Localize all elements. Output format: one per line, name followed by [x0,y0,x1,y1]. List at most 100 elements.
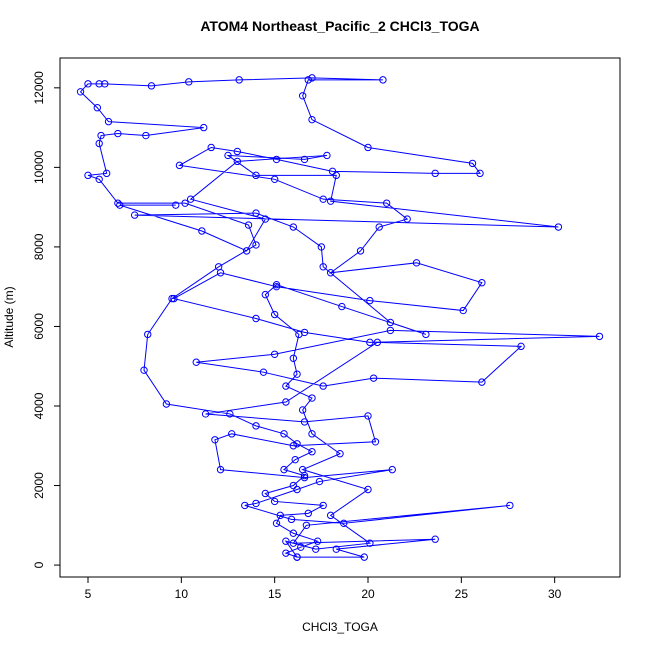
data-point [300,155,309,164]
data-point [382,199,391,207]
data-point [293,440,301,448]
chart-title: ATOM4 Northeast_Pacific_2 CHCl3_TOGA [200,18,479,34]
x-tick-label: 25 [455,587,469,601]
data-point [186,195,195,203]
data-point [207,143,215,152]
data-point [272,155,281,164]
data-point [431,169,439,178]
data-point [270,350,279,358]
data-point [252,209,260,217]
data-point [422,330,430,339]
data-point [360,553,368,561]
data-point [201,410,210,418]
data-point [356,247,365,255]
data-point [216,269,225,277]
data-point [375,223,383,231]
data-point [336,450,344,458]
data-point [102,169,111,178]
data-point [326,197,335,205]
data-point [287,515,296,524]
data-point [517,342,525,351]
data-point [259,368,268,376]
data-point [142,131,150,140]
data-point [366,539,374,547]
data-point [185,78,193,86]
y-tick-label: 4000 [32,392,46,419]
data-point [315,477,324,486]
data-point [289,354,298,362]
data-point [332,545,340,553]
data-point [101,80,109,88]
data-point [114,129,122,138]
data-point [289,442,298,450]
data-point [76,88,85,96]
data-point [298,465,307,474]
data-point [364,412,372,420]
data-point [373,338,382,347]
data-point [181,199,189,207]
data-point [280,430,288,438]
data-point [270,175,279,183]
data-point [323,151,331,160]
x-tick-label: 15 [268,587,282,601]
plot-frame [59,57,621,578]
data-point [241,501,249,510]
data-point [252,241,260,249]
data-point [200,123,208,132]
data-point [364,143,372,152]
data-point [252,314,260,323]
data-point [170,294,178,303]
data-point [478,378,486,386]
x-tick-label: 30 [548,587,562,601]
data-point [431,535,439,543]
data-point [140,366,148,374]
y-tick-label: 0 [32,561,46,568]
y-tick-label: 8000 [32,233,46,260]
data-point [506,501,514,510]
data-point [302,521,311,529]
data-point [168,294,176,303]
data-point [468,159,477,168]
data-point [386,318,395,327]
data-point [319,382,327,390]
data-point [388,465,396,474]
data-point [298,92,307,100]
data-point [147,82,156,90]
data-point [364,485,372,494]
data-point [326,511,335,520]
data-point [172,201,180,209]
data-point [130,211,139,219]
data-point [300,473,309,482]
data-point [369,374,378,382]
data-point [332,171,340,180]
data-point [319,501,327,510]
data-point [198,227,206,235]
data-point [233,157,242,166]
data-point [403,215,411,223]
data-point [270,497,279,506]
y-tick-label: 10000 [32,150,46,184]
data-point [261,489,270,498]
data-point [317,243,326,251]
data-point [308,430,316,438]
data-point [326,269,335,277]
data-point [308,74,316,82]
data-point [304,509,312,518]
data-point [476,169,484,178]
data-point [261,290,270,299]
data-point [192,358,200,366]
y-tick-label: 12000 [32,71,46,105]
data-point [280,465,288,474]
data-point [228,430,236,438]
data-point [366,338,374,347]
data-point [95,175,103,183]
data-point [93,104,102,112]
data-point [144,330,152,339]
data-point [235,76,243,84]
data-point [95,139,103,148]
y-axis-label: Altitude (m) [2,286,16,347]
data-point [379,76,387,84]
data-point [116,201,124,209]
